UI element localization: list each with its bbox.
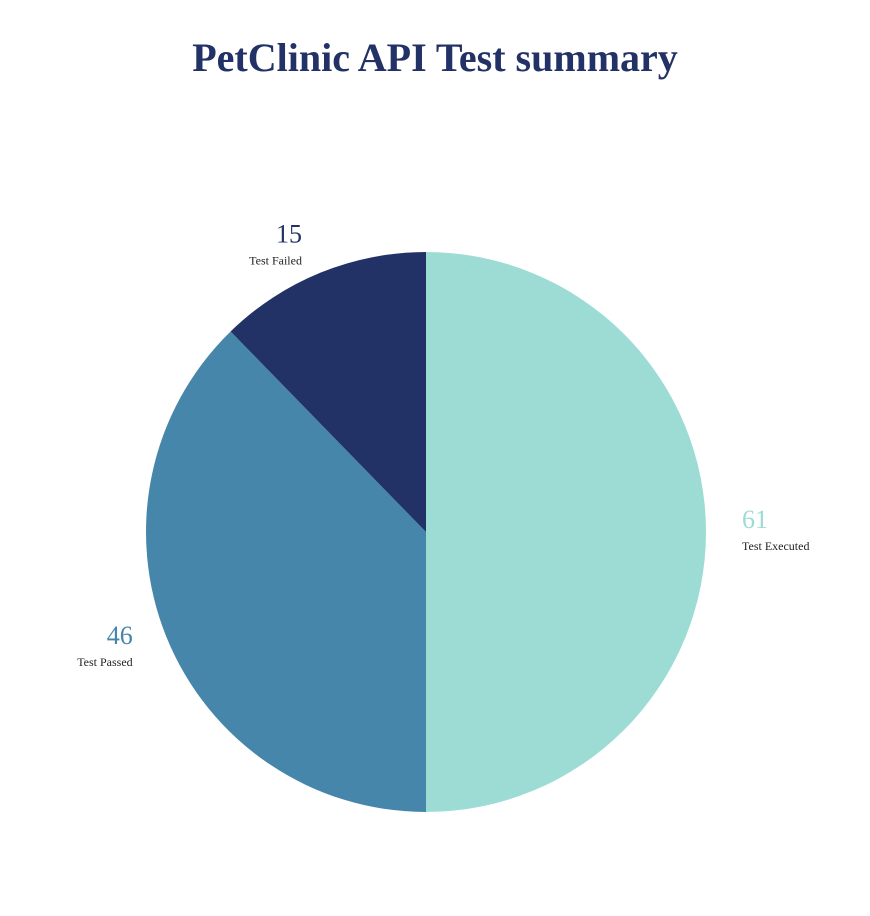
pie-category-label-test-executed: Test Executed bbox=[742, 539, 809, 553]
pie-value-label-test-failed: 15 bbox=[276, 220, 302, 249]
pie-labels: 61 Test Executed 46 Test Passed 15 Test Faile… bbox=[77, 220, 809, 669]
chart-title: PetClinic API Test summary bbox=[192, 35, 678, 80]
pie-value-label-test-passed: 46 bbox=[107, 621, 133, 650]
pie-slices bbox=[145, 252, 706, 812]
pie-category-label-test-passed: Test Passed bbox=[77, 655, 133, 669]
pie-slice-test-executed bbox=[426, 252, 706, 812]
pie-slice-test-failed bbox=[230, 252, 426, 532]
pie-slice-test-passed bbox=[145, 331, 426, 812]
pie-value-label-test-executed: 61 bbox=[742, 505, 768, 534]
pie-category-label-test-failed: Test Failed bbox=[249, 254, 302, 268]
